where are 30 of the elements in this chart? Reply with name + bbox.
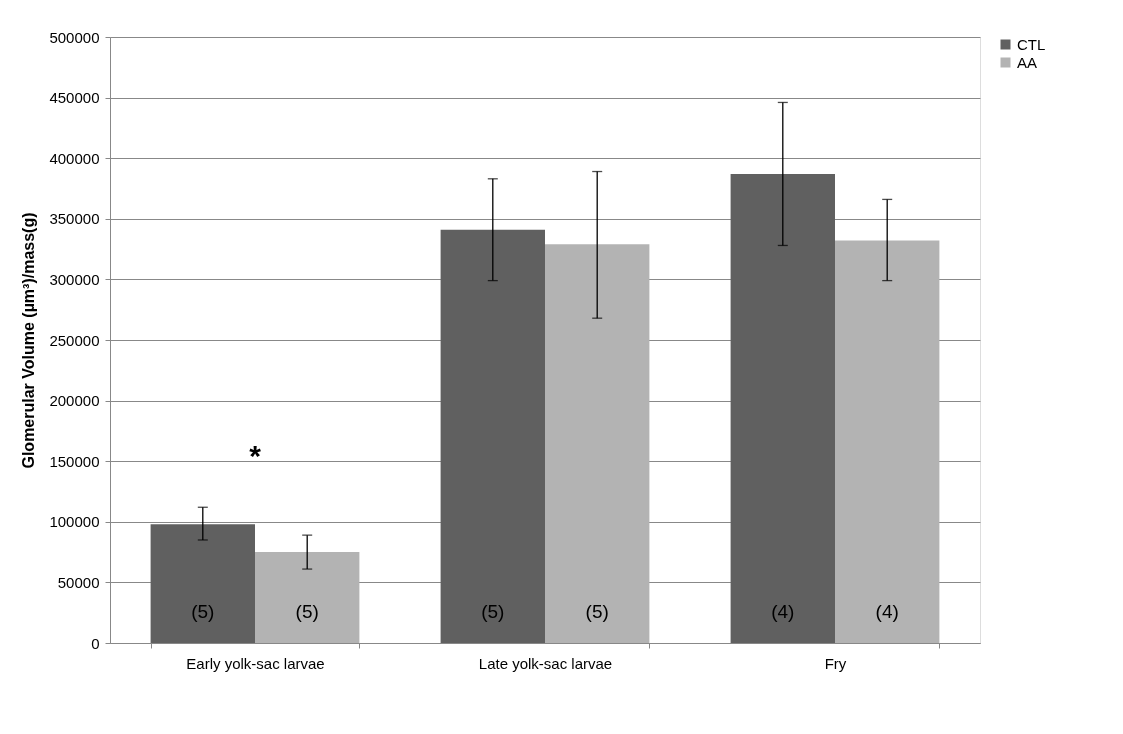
x-tick-label: Fry <box>824 654 847 672</box>
y-tick-label: 150000 <box>49 452 100 470</box>
annotation: (5) <box>585 601 609 622</box>
bar <box>835 240 940 643</box>
x-tick-label: Late yolk-sac larvae <box>478 654 613 672</box>
bar <box>730 173 835 643</box>
y-tick-label: 350000 <box>49 210 100 228</box>
y-tick-label: 0 <box>91 634 100 652</box>
legend-label: CTL <box>1017 35 1046 53</box>
bar <box>545 244 650 643</box>
bar <box>255 552 360 643</box>
x-tick-label: Early yolk-sac larvae <box>186 654 325 672</box>
bar <box>440 229 545 643</box>
y-tick-label: 100000 <box>49 513 100 531</box>
bar <box>150 524 255 643</box>
annotation: (5) <box>191 601 215 622</box>
y-tick-label: 250000 <box>49 331 100 349</box>
annotation: * <box>249 439 262 472</box>
annotation: (5) <box>295 601 319 622</box>
legend-label: AA <box>1017 53 1038 71</box>
y-tick-label: 200000 <box>49 392 100 410</box>
y-tick-label: 500000 <box>49 28 100 46</box>
annotation: (5) <box>481 601 505 622</box>
y-tick-label: 50000 <box>57 573 100 591</box>
y-tick-label: 300000 <box>49 270 100 288</box>
annotation: (4) <box>875 601 899 622</box>
y-tick-label: 450000 <box>49 89 100 107</box>
y-tick-label: 400000 <box>49 149 100 167</box>
y-axis-title: Glomerular Volume (µm³)/mass(g) <box>20 212 38 469</box>
annotation: (4) <box>771 601 795 622</box>
